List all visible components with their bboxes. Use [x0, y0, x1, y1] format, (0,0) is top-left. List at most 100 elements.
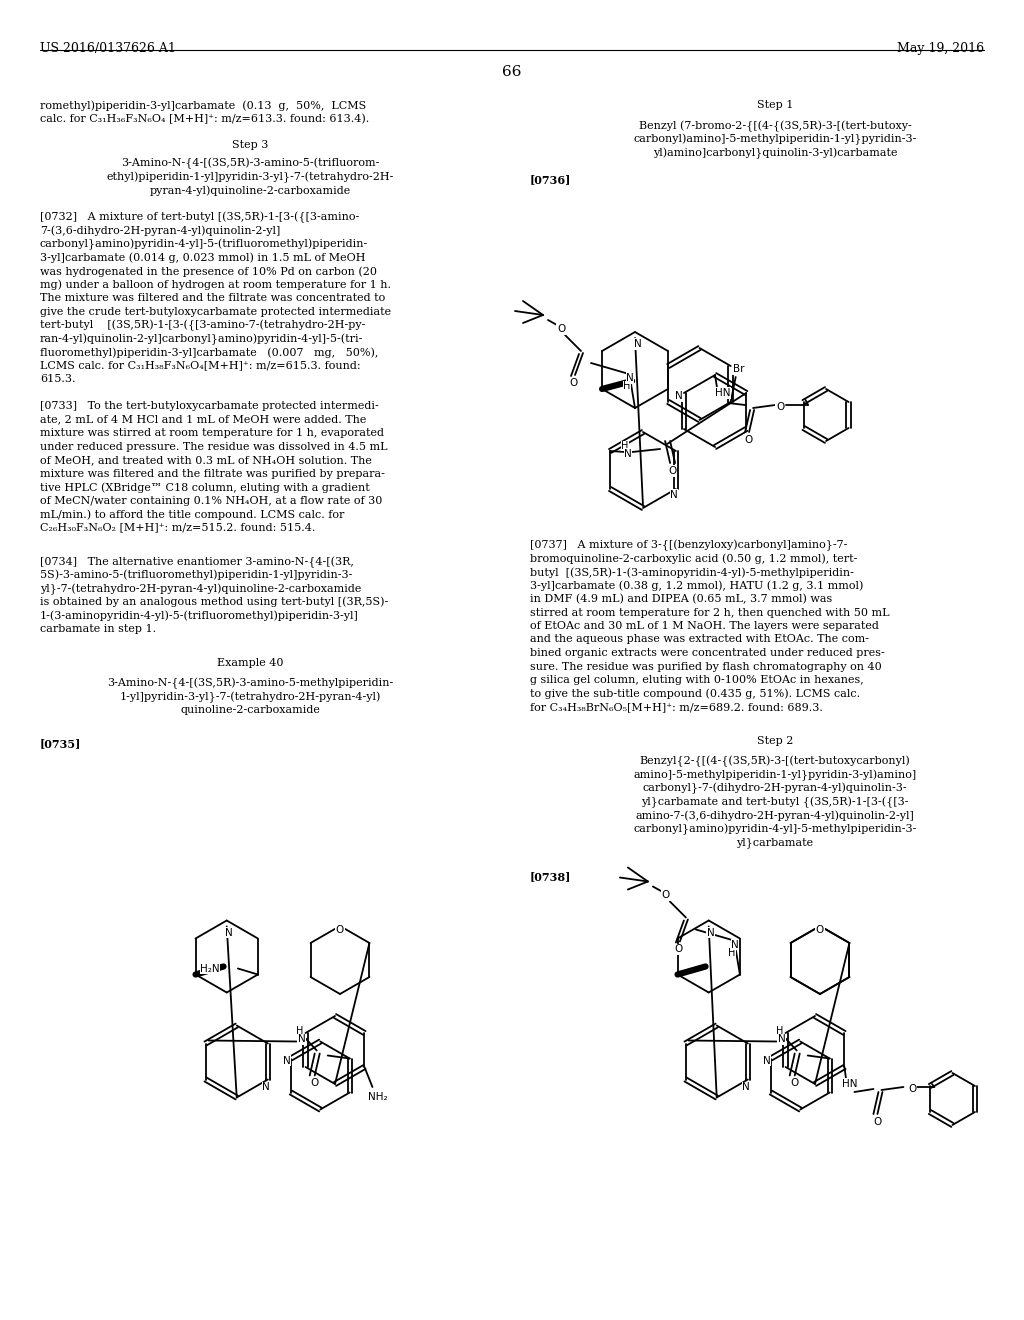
Text: O: O [310, 1078, 318, 1089]
Text: mL/min.) to afford the title compound. LCMS calc. for: mL/min.) to afford the title compound. L… [40, 510, 344, 520]
Text: 3-Amino-N-{4-[(3S,5R)-3-amino-5-(trifluorom-: 3-Amino-N-{4-[(3S,5R)-3-amino-5-(trifluo… [121, 158, 379, 169]
Text: H: H [296, 1027, 303, 1036]
Text: carbamate in step 1.: carbamate in step 1. [40, 624, 156, 634]
Text: ate, 2 mL of 4 M HCl and 1 mL of MeOH were added. The: ate, 2 mL of 4 M HCl and 1 mL of MeOH we… [40, 414, 367, 425]
Text: O: O [675, 945, 683, 954]
Text: O: O [908, 1084, 916, 1094]
Text: carbonyl}amino)pyridin-4-yl]-5-methylpiperidin-3-: carbonyl}amino)pyridin-4-yl]-5-methylpip… [633, 824, 916, 834]
Text: for C₃₄H₃₈BrN₆O₅[M+H]⁺: m/z=689.2. found: 689.3.: for C₃₄H₃₈BrN₆O₅[M+H]⁺: m/z=689.2. found… [530, 702, 823, 711]
Text: O: O [662, 891, 670, 900]
Text: [0737]   A mixture of 3-{[(benzyloxy)carbonyl]amino}-7-: [0737] A mixture of 3-{[(benzyloxy)carbo… [530, 540, 848, 552]
Text: N: N [626, 374, 634, 383]
Text: N: N [731, 940, 738, 949]
Text: of MeOH, and treated with 0.3 mL of NH₄OH solution. The: of MeOH, and treated with 0.3 mL of NH₄O… [40, 455, 372, 465]
Text: NH₂: NH₂ [368, 1092, 387, 1102]
Text: O: O [873, 1117, 882, 1127]
Text: quinoline-2-carboxamide: quinoline-2-carboxamide [180, 705, 319, 715]
Text: 3-yl]carbamate (0.38 g, 1.2 mmol), HATU (1.2 g, 3.1 mmol): 3-yl]carbamate (0.38 g, 1.2 mmol), HATU … [530, 581, 863, 591]
Text: Br: Br [733, 364, 744, 374]
Text: sure. The residue was purified by flash chromatography on 40: sure. The residue was purified by flash … [530, 661, 882, 672]
Text: romethyl)piperidin-3-yl]carbamate  (0.13  g,  50%,  LCMS: romethyl)piperidin-3-yl]carbamate (0.13 … [40, 100, 367, 111]
Text: Example 40: Example 40 [217, 657, 284, 668]
Text: Benzyl (7-bromo-2-{[(4-{(3S,5R)-3-[(tert-butoxy-: Benzyl (7-bromo-2-{[(4-{(3S,5R)-3-[(tert… [639, 120, 911, 132]
Text: in DMF (4.9 mL) and DIPEA (0.65 mL, 3.7 mmol) was: in DMF (4.9 mL) and DIPEA (0.65 mL, 3.7 … [530, 594, 833, 605]
Text: tert-butyl    [(3S,5R)-1-[3-({[3-amino-7-(tetrahydro-2H-py-: tert-butyl [(3S,5R)-1-[3-({[3-amino-7-(t… [40, 319, 366, 331]
Text: tive HPLC (XBridge™ C18 column, eluting with a gradient: tive HPLC (XBridge™ C18 column, eluting … [40, 482, 370, 492]
Text: N: N [298, 1035, 305, 1044]
Text: O: O [791, 1078, 799, 1089]
Text: 3-yl]carbamate (0.014 g, 0.023 mmol) in 1.5 mL of MeOH: 3-yl]carbamate (0.014 g, 0.023 mmol) in … [40, 252, 366, 263]
Text: 1-yl]pyridin-3-yl}-7-(tetrahydro-2H-pyran-4-yl): 1-yl]pyridin-3-yl}-7-(tetrahydro-2H-pyra… [120, 692, 381, 702]
Text: N: N [763, 1056, 771, 1065]
Text: ethyl)piperidin-1-yl]pyridin-3-yl}-7-(tetrahydro-2H-: ethyl)piperidin-1-yl]pyridin-3-yl}-7-(te… [106, 172, 393, 183]
Text: stirred at room temperature for 2 h, then quenched with 50 mL: stirred at room temperature for 2 h, the… [530, 607, 890, 618]
Text: of MeCN/water containing 0.1% NH₄OH, at a flow rate of 30: of MeCN/water containing 0.1% NH₄OH, at … [40, 495, 382, 506]
Text: N: N [225, 928, 232, 937]
Text: 1-(3-aminopyridin-4-yl)-5-(trifluoromethyl)piperidin-3-yl]: 1-(3-aminopyridin-4-yl)-5-(trifluorometh… [40, 610, 358, 620]
Text: carbonyl}amino)pyridin-4-yl]-5-(trifluoromethyl)piperidin-: carbonyl}amino)pyridin-4-yl]-5-(trifluor… [40, 239, 369, 251]
Text: N: N [670, 490, 678, 500]
Text: O: O [776, 403, 784, 412]
Text: N: N [283, 1056, 291, 1065]
Text: carbonyl)amino]-5-methylpiperidin-1-yl}pyridin-3-: carbonyl)amino]-5-methylpiperidin-1-yl}p… [633, 133, 916, 145]
Text: H: H [622, 441, 629, 451]
Text: Step 2: Step 2 [757, 735, 794, 746]
Text: is obtained by an analogous method using tert-butyl [(3R,5S)-: is obtained by an analogous method using… [40, 597, 388, 607]
Text: carbonyl}-7-(dihydro-2H-pyran-4-yl)quinolin-3-: carbonyl}-7-(dihydro-2H-pyran-4-yl)quino… [643, 783, 907, 795]
Text: N: N [742, 1082, 750, 1093]
Text: [0738]: [0738] [530, 871, 571, 882]
Text: 615.3.: 615.3. [40, 374, 76, 384]
Text: [0734]   The alternative enantiomer 3-amino-N-{4-[(3R,: [0734] The alternative enantiomer 3-amin… [40, 556, 354, 568]
Text: N: N [778, 1035, 785, 1044]
Text: and the aqueous phase was extracted with EtOAc. The com-: and the aqueous phase was extracted with… [530, 635, 869, 644]
Text: H: H [624, 381, 631, 391]
Text: mixture was filtered and the filtrate was purified by prepara-: mixture was filtered and the filtrate wa… [40, 469, 385, 479]
Text: May 19, 2016: May 19, 2016 [897, 42, 984, 55]
Text: fluoromethyl)piperidin-3-yl]carbamate   (0.007   mg,   50%),: fluoromethyl)piperidin-3-yl]carbamate (0… [40, 347, 379, 358]
Text: of EtOAc and 30 mL of 1 M NaOH. The layers were separated: of EtOAc and 30 mL of 1 M NaOH. The laye… [530, 620, 879, 631]
Text: Benzyl{2-{[(4-{(3S,5R)-3-[(tert-butoxycarbonyl): Benzyl{2-{[(4-{(3S,5R)-3-[(tert-butoxyca… [640, 756, 910, 767]
Text: The mixture was filtered and the filtrate was concentrated to: The mixture was filtered and the filtrat… [40, 293, 385, 304]
Text: [0732]   A mixture of tert-butyl [(3S,5R)-1-[3-({[3-amino-: [0732] A mixture of tert-butyl [(3S,5R)-… [40, 213, 359, 223]
Text: N: N [625, 449, 632, 459]
Text: bined organic extracts were concentrated under reduced pres-: bined organic extracts were concentrated… [530, 648, 885, 657]
Text: was hydrogenated in the presence of 10% Pd on carbon (20: was hydrogenated in the presence of 10% … [40, 267, 377, 277]
Text: amino-7-(3,6-dihydro-2H-pyran-4-yl)quinolin-2-yl]: amino-7-(3,6-dihydro-2H-pyran-4-yl)quino… [636, 810, 914, 821]
Text: N: N [675, 391, 683, 401]
Text: [0735]: [0735] [40, 739, 81, 750]
Text: LCMS calc. for C₃₁H₃₈F₃N₆O₄[M+H]⁺: m/z=615.3. found:: LCMS calc. for C₃₁H₃₈F₃N₆O₄[M+H]⁺: m/z=6… [40, 360, 360, 371]
Text: O: O [744, 436, 753, 445]
Text: 5S)-3-amino-5-(trifluoromethyl)piperidin-1-yl]pyridin-3-: 5S)-3-amino-5-(trifluoromethyl)piperidin… [40, 570, 352, 581]
Text: Step 1: Step 1 [757, 100, 794, 110]
Text: 7-(3,6-dihydro-2H-pyran-4-yl)quinolin-2-yl]: 7-(3,6-dihydro-2H-pyran-4-yl)quinolin-2-… [40, 226, 281, 236]
Text: bromoquinoline-2-carboxylic acid (0.50 g, 1.2 mmol), tert-: bromoquinoline-2-carboxylic acid (0.50 g… [530, 553, 857, 564]
Text: butyl  [(3S,5R)-1-(3-aminopyridin-4-yl)-5-methylpiperidin-: butyl [(3S,5R)-1-(3-aminopyridin-4-yl)-5… [530, 568, 854, 578]
Text: C₂₆H₃₀F₃N₆O₂ [M+H]⁺: m/z=515.2. found: 515.4.: C₂₆H₃₀F₃N₆O₂ [M+H]⁺: m/z=515.2. found: 5… [40, 523, 315, 532]
Text: [0736]: [0736] [530, 174, 571, 185]
Text: ran-4-yl)quinolin-2-yl]carbonyl}amino)pyridin-4-yl]-5-(tri-: ran-4-yl)quinolin-2-yl]carbonyl}amino)py… [40, 334, 364, 345]
Text: under reduced pressure. The residue was dissolved in 4.5 mL: under reduced pressure. The residue was … [40, 442, 387, 451]
Text: to give the sub-title compound (0.435 g, 51%). LCMS calc.: to give the sub-title compound (0.435 g,… [530, 689, 860, 700]
Text: 66: 66 [502, 65, 522, 79]
Text: yl}-7-(tetrahydro-2H-pyran-4-yl)quinoline-2-carboxamide: yl}-7-(tetrahydro-2H-pyran-4-yl)quinolin… [40, 583, 361, 594]
Text: mg) under a balloon of hydrogen at room temperature for 1 h.: mg) under a balloon of hydrogen at room … [40, 280, 391, 290]
Text: 3-Amino-N-{4-[(3S,5R)-3-amino-5-methylpiperidin-: 3-Amino-N-{4-[(3S,5R)-3-amino-5-methylpi… [106, 677, 393, 689]
Text: Step 3: Step 3 [231, 140, 268, 150]
Text: US 2016/0137626 A1: US 2016/0137626 A1 [40, 42, 176, 55]
Text: O: O [668, 466, 676, 477]
Text: amino]-5-methylpiperidin-1-yl}pyridin-3-yl)amino]: amino]-5-methylpiperidin-1-yl}pyridin-3-… [634, 770, 916, 781]
Text: H₂N: H₂N [201, 964, 220, 974]
Text: H: H [728, 948, 735, 957]
Text: yl)amino]carbonyl}quinolin-3-yl)carbamate: yl)amino]carbonyl}quinolin-3-yl)carbamat… [652, 148, 897, 158]
Text: H: H [776, 1027, 783, 1036]
Text: N: N [634, 339, 642, 348]
Text: O: O [557, 323, 565, 334]
Text: N: N [262, 1082, 269, 1093]
Text: mixture was stirred at room temperature for 1 h, evaporated: mixture was stirred at room temperature … [40, 428, 384, 438]
Text: yl}carbamate: yl}carbamate [736, 837, 813, 847]
Text: HN: HN [843, 1078, 858, 1089]
Text: calc. for C₃₁H₃₆F₃N₆O₄ [M+H]⁺: m/z=613.3. found: 613.4).: calc. for C₃₁H₃₆F₃N₆O₄ [M+H]⁺: m/z=613.3… [40, 114, 370, 124]
Text: pyran-4-yl)quinoline-2-carboxamide: pyran-4-yl)quinoline-2-carboxamide [150, 185, 350, 195]
Text: O: O [816, 925, 824, 935]
Text: O: O [336, 925, 344, 935]
